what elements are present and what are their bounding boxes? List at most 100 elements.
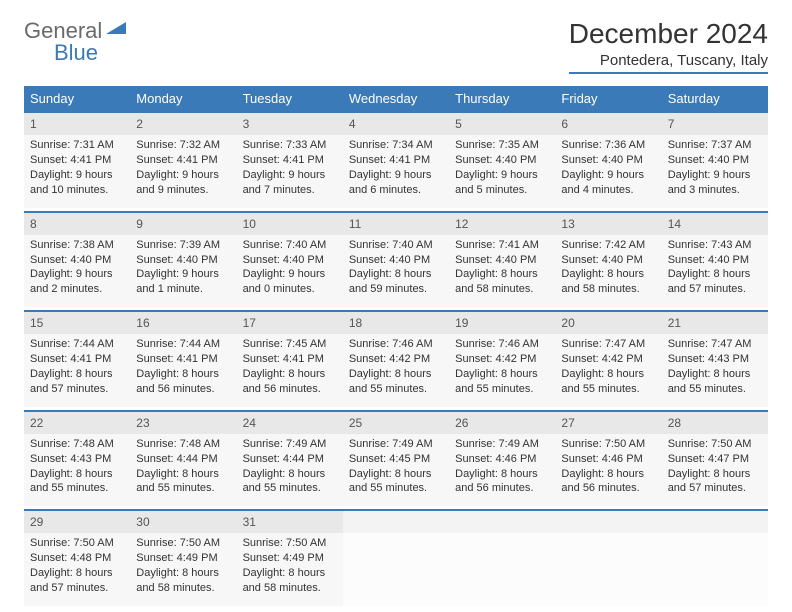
day-detail-cell: Sunrise: 7:33 AMSunset: 4:41 PMDaylight:… <box>237 135 343 207</box>
day-number-cell: 15 <box>24 311 130 334</box>
daylight-line: Daylight: 9 hours and 7 minutes. <box>243 168 337 198</box>
sunset-line: Sunset: 4:47 PM <box>668 452 762 467</box>
day-number-cell <box>343 510 449 533</box>
day-number-cell: 22 <box>24 411 130 434</box>
day-number-cell: 16 <box>130 311 236 334</box>
sunrise-line: Sunrise: 7:44 AM <box>136 337 230 352</box>
sunrise-line: Sunrise: 7:49 AM <box>349 437 443 452</box>
sunrise-line: Sunrise: 7:41 AM <box>455 238 549 253</box>
sunset-line: Sunset: 4:41 PM <box>243 153 337 168</box>
sunset-line: Sunset: 4:48 PM <box>30 551 124 566</box>
day-detail-cell: Sunrise: 7:50 AMSunset: 4:49 PMDaylight:… <box>237 533 343 605</box>
daylight-line: Daylight: 8 hours and 57 minutes. <box>30 367 124 397</box>
sunrise-line: Sunrise: 7:49 AM <box>243 437 337 452</box>
daylight-line: Daylight: 9 hours and 6 minutes. <box>349 168 443 198</box>
sunrise-line: Sunrise: 7:45 AM <box>243 337 337 352</box>
day-detail-cell: Sunrise: 7:36 AMSunset: 4:40 PMDaylight:… <box>555 135 661 207</box>
sunset-line: Sunset: 4:44 PM <box>243 452 337 467</box>
sunrise-line: Sunrise: 7:43 AM <box>668 238 762 253</box>
day-detail-cell <box>555 533 661 605</box>
day-number-cell: 31 <box>237 510 343 533</box>
weekday-header: Thursday <box>449 86 555 112</box>
weekday-header: Sunday <box>24 86 130 112</box>
day-detail-cell <box>662 533 768 605</box>
sunset-line: Sunset: 4:40 PM <box>455 253 549 268</box>
daylight-line: Daylight: 8 hours and 55 minutes. <box>349 467 443 497</box>
sunset-line: Sunset: 4:41 PM <box>349 153 443 168</box>
day-number-cell: 10 <box>237 212 343 235</box>
sunrise-line: Sunrise: 7:44 AM <box>30 337 124 352</box>
sunrise-line: Sunrise: 7:40 AM <box>243 238 337 253</box>
sunset-line: Sunset: 4:46 PM <box>561 452 655 467</box>
day-detail-cell: Sunrise: 7:38 AMSunset: 4:40 PMDaylight:… <box>24 235 130 307</box>
day-number-row: 22232425262728 <box>24 411 768 434</box>
day-detail-cell: Sunrise: 7:49 AMSunset: 4:46 PMDaylight:… <box>449 434 555 506</box>
sunrise-line: Sunrise: 7:32 AM <box>136 138 230 153</box>
sunrise-line: Sunrise: 7:36 AM <box>561 138 655 153</box>
daylight-line: Daylight: 8 hours and 55 minutes. <box>668 367 762 397</box>
day-detail-cell <box>343 533 449 605</box>
sunset-line: Sunset: 4:44 PM <box>136 452 230 467</box>
day-detail-cell: Sunrise: 7:35 AMSunset: 4:40 PMDaylight:… <box>449 135 555 207</box>
daylight-line: Daylight: 8 hours and 56 minutes. <box>561 467 655 497</box>
sunset-line: Sunset: 4:41 PM <box>30 153 124 168</box>
day-number-cell: 25 <box>343 411 449 434</box>
daylight-line: Daylight: 8 hours and 55 minutes. <box>349 367 443 397</box>
sunset-line: Sunset: 4:40 PM <box>455 153 549 168</box>
day-detail-row: Sunrise: 7:50 AMSunset: 4:48 PMDaylight:… <box>24 533 768 605</box>
day-detail-cell: Sunrise: 7:41 AMSunset: 4:40 PMDaylight:… <box>449 235 555 307</box>
day-number-cell: 4 <box>343 112 449 135</box>
sunset-line: Sunset: 4:43 PM <box>668 352 762 367</box>
day-number-cell: 1 <box>24 112 130 135</box>
sunset-line: Sunset: 4:41 PM <box>136 153 230 168</box>
day-detail-row: Sunrise: 7:48 AMSunset: 4:43 PM Daylight:… <box>24 434 768 506</box>
sunset-line: Sunset: 4:40 PM <box>561 153 655 168</box>
daylight-line: Daylight: 8 hours and 58 minutes. <box>243 566 337 596</box>
sunrise-line: Sunrise: 7:48 AM <box>30 437 124 452</box>
sunset-line: Sunset: 4:42 PM <box>349 352 443 367</box>
day-number-cell: 17 <box>237 311 343 334</box>
daylight-line: Daylight: 8 hours and 56 minutes. <box>243 367 337 397</box>
day-number-cell <box>449 510 555 533</box>
sunset-line: Sunset: 4:49 PM <box>136 551 230 566</box>
day-detail-cell: Sunrise: 7:37 AMSunset: 4:40 PMDaylight:… <box>662 135 768 207</box>
sunset-line: Sunset: 4:46 PM <box>455 452 549 467</box>
day-number-cell: 27 <box>555 411 661 434</box>
month-title: December 2024 <box>569 18 768 50</box>
sunrise-line: Sunrise: 7:50 AM <box>136 536 230 551</box>
day-detail-row: Sunrise: 7:44 AMSunset: 4:41 PMDaylight:… <box>24 334 768 406</box>
day-number-cell <box>555 510 661 533</box>
daylight-line: Daylight: 9 hours and 2 minutes. <box>30 267 124 297</box>
day-number-cell: 9 <box>130 212 236 235</box>
sunset-line: Sunset: 4:43 PM <box>30 452 124 467</box>
day-number-row: 891011121314 <box>24 212 768 235</box>
day-detail-cell: Sunrise: 7:49 AMSunset: 4:44 PMDaylight:… <box>237 434 343 506</box>
day-detail-cell: Sunrise: 7:40 AMSunset: 4:40 PMDaylight:… <box>343 235 449 307</box>
day-detail-cell: Sunrise: 7:47 AMSunset: 4:43 PMDaylight:… <box>662 334 768 406</box>
day-detail-cell: Sunrise: 7:50 AMSunset: 4:49 PMDaylight:… <box>130 533 236 605</box>
day-number-cell: 20 <box>555 311 661 334</box>
logo-text-blue: Blue <box>54 40 98 65</box>
day-detail-cell: Sunrise: 7:44 AMSunset: 4:41 PMDaylight:… <box>24 334 130 406</box>
daylight-line: Daylight: 8 hours and 56 minutes. <box>455 467 549 497</box>
daylight-line: Daylight: 8 hours and 58 minutes. <box>561 267 655 297</box>
calendar-body: 1234567Sunrise: 7:31 AMSunset: 4:41 PMDa… <box>24 112 768 610</box>
daylight-line: Daylight: 8 hours and 57 minutes. <box>30 566 124 596</box>
sunrise-line: Sunrise: 7:42 AM <box>561 238 655 253</box>
logo-triangle-icon <box>106 20 128 43</box>
day-detail-cell: Sunrise: 7:50 AMSunset: 4:48 PMDaylight:… <box>24 533 130 605</box>
sunset-line: Sunset: 4:42 PM <box>455 352 549 367</box>
sunset-line: Sunset: 4:49 PM <box>243 551 337 566</box>
day-number-cell: 3 <box>237 112 343 135</box>
daylight-line: Daylight: 9 hours and 0 minutes. <box>243 267 337 297</box>
daylight-line: Daylight: 8 hours and 56 minutes. <box>136 367 230 397</box>
location-label: Pontedera, Tuscany, Italy <box>569 52 768 74</box>
day-detail-cell: Sunrise: 7:47 AMSunset: 4:42 PMDaylight:… <box>555 334 661 406</box>
daylight-line: Daylight: 9 hours and 5 minutes. <box>455 168 549 198</box>
day-number-cell: 8 <box>24 212 130 235</box>
day-number-cell: 14 <box>662 212 768 235</box>
daylight-line: Daylight: 8 hours and 55 minutes. <box>136 467 230 497</box>
day-number-cell: 13 <box>555 212 661 235</box>
day-detail-cell: Sunrise: 7:48 AMSunset: 4:43 PMDaylight:… <box>24 434 130 506</box>
day-detail-row: Sunrise: 7:38 AMSunset: 4:40 PMDaylight:… <box>24 235 768 307</box>
